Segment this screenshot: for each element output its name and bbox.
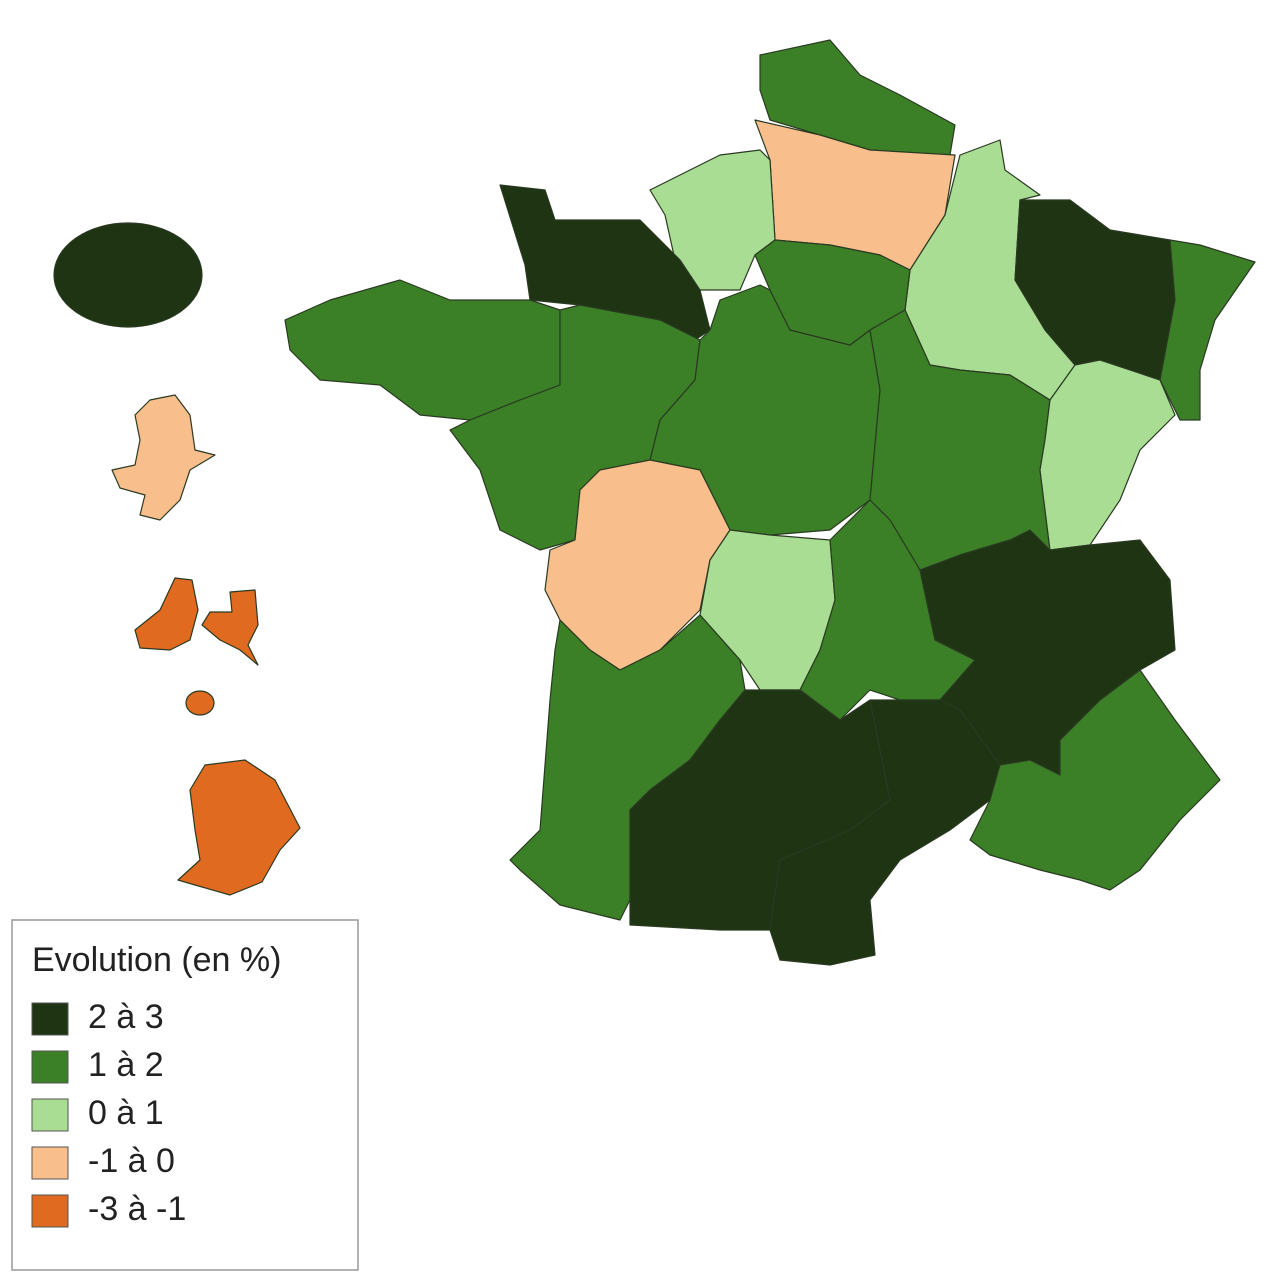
legend-swatch <box>31 1146 69 1180</box>
region <box>201 589 259 666</box>
legend-swatch <box>31 1098 69 1132</box>
region <box>969 669 1221 891</box>
region <box>111 394 216 521</box>
region <box>177 759 301 896</box>
legend: Evolution (en %) 2 à 3 1 à 2 0 à 1 -1 à 0 -3… <box>11 919 359 1271</box>
legend-label: 0 à 1 <box>88 1094 164 1132</box>
legend-swatch <box>31 1050 69 1084</box>
legend-label: -1 à 0 <box>88 1142 175 1180</box>
region <box>134 577 199 651</box>
legend-swatch <box>31 1002 69 1036</box>
legend-label: -3 à -1 <box>88 1190 186 1228</box>
legend-title: Evolution (en %) <box>32 941 281 979</box>
region <box>284 279 561 421</box>
legend-swatch <box>31 1194 69 1228</box>
region <box>185 690 215 716</box>
legend-label: 1 à 2 <box>88 1046 164 1084</box>
region <box>1039 359 1176 551</box>
region <box>769 699 1001 966</box>
regions <box>53 39 1256 966</box>
legend-label: 2 à 3 <box>88 998 164 1036</box>
legend-box <box>11 919 359 1271</box>
region <box>53 222 203 328</box>
region <box>1159 239 1256 421</box>
